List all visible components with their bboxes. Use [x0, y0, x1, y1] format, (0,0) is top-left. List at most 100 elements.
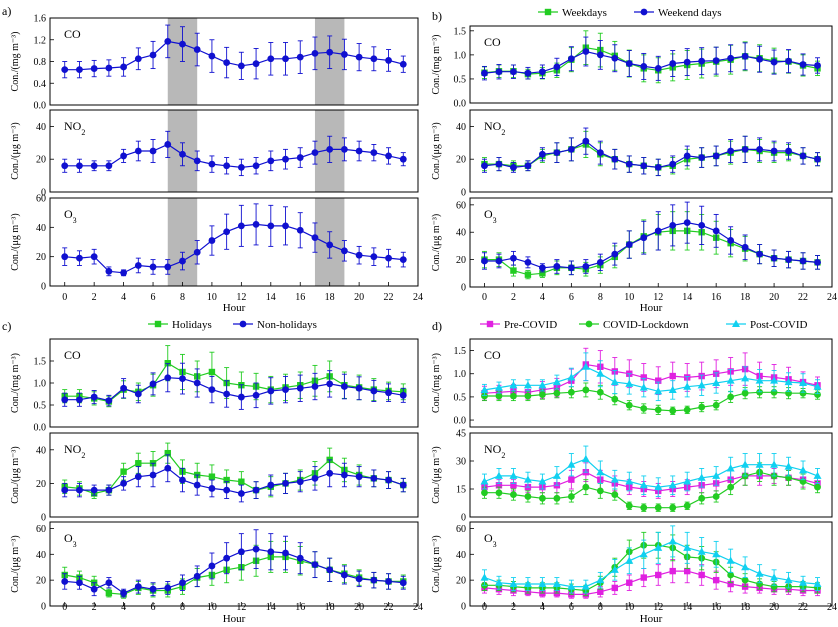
series-line	[484, 389, 818, 412]
data-point	[399, 256, 407, 263]
x-tick-label: 20	[354, 602, 364, 613]
data-point	[193, 157, 201, 165]
y-tick-label: 0	[41, 282, 46, 293]
data-point	[370, 474, 378, 482]
x-tick-label: 0	[62, 602, 67, 613]
series-weekend-days	[481, 127, 821, 177]
data-point	[134, 583, 142, 591]
data-point	[784, 377, 793, 386]
x-tick-label: 24	[413, 602, 423, 613]
data-point	[524, 271, 532, 278]
data-point	[625, 556, 634, 564]
y-tick-label: 1.0	[34, 379, 47, 390]
data-point	[61, 578, 69, 585]
data-point	[684, 567, 691, 575]
data-point	[267, 157, 275, 165]
data-point	[164, 374, 172, 382]
data-point	[698, 571, 705, 579]
data-point	[683, 219, 691, 227]
subplot-co: 0.0 0.5 1.0 1.5 Con./(mg m⁻³) CO	[431, 338, 833, 428]
data-point	[252, 221, 260, 228]
data-point	[481, 257, 488, 265]
x-tick-label: 12	[653, 292, 663, 303]
subplot-no2: 0 20 40 Con./(μg m⁻³) NO2	[10, 109, 419, 199]
data-point	[770, 58, 778, 66]
data-point	[61, 396, 69, 404]
data-point	[296, 478, 304, 486]
data-point	[639, 550, 648, 558]
data-point	[524, 69, 532, 77]
x-tick-label: 10	[207, 292, 217, 303]
y-tick-label: 45	[456, 429, 466, 440]
data-point	[567, 582, 576, 590]
data-point	[326, 241, 334, 249]
data-point	[524, 392, 532, 400]
x-tick-label: 2	[511, 602, 516, 613]
x-tick-label: 8	[598, 602, 603, 613]
data-point	[567, 145, 575, 153]
x-tick-label: 18	[740, 602, 750, 613]
y-axis-label: Con./(μg m⁻³)	[431, 122, 442, 180]
data-point	[654, 387, 663, 395]
data-point	[134, 390, 142, 398]
data-point	[399, 391, 407, 399]
data-point	[683, 502, 691, 510]
y-axis-label: Con./(mg m⁻³)	[10, 353, 21, 413]
pollutant-label: CO	[484, 348, 501, 362]
y-tick-label: 20	[36, 479, 46, 490]
data-point	[756, 55, 763, 63]
series-line	[484, 458, 818, 488]
data-point	[654, 543, 663, 551]
data-point	[223, 162, 231, 170]
data-point	[654, 227, 662, 235]
y-tick-label: 1.5	[454, 346, 467, 357]
data-point	[282, 480, 289, 487]
data-point	[341, 247, 348, 255]
data-point	[134, 147, 142, 155]
x-tick-label: 10	[624, 292, 634, 303]
data-point	[596, 149, 604, 157]
data-point	[326, 566, 334, 574]
data-point	[252, 60, 260, 68]
x-tick-label: 0	[62, 292, 67, 303]
series-line	[484, 230, 818, 276]
x-tick-label: 24	[413, 292, 423, 303]
pollutant-label: NO2	[64, 442, 85, 460]
data-point	[669, 372, 676, 380]
data-point	[208, 52, 216, 60]
panel-label: b)	[432, 9, 442, 23]
data-point	[510, 491, 517, 498]
data-point	[553, 263, 561, 270]
chart-panel-4: d) Pre-COVID COVID-Lockdown Post-COVID0.00.…	[431, 319, 837, 625]
data-point	[480, 385, 489, 393]
data-point	[179, 579, 186, 587]
series-line	[64, 223, 404, 274]
data-point	[755, 460, 764, 468]
series-line	[64, 548, 404, 594]
data-point	[237, 490, 245, 497]
series-weekend-days	[481, 36, 821, 81]
x-tick-label: 22	[384, 602, 394, 613]
plot-frame	[49, 17, 419, 106]
series-line	[484, 50, 818, 74]
data-point	[654, 164, 662, 171]
legend: Pre-COVID COVID-Lockdown Post-COVID	[480, 319, 808, 331]
y-tick-label: 40	[36, 445, 46, 456]
data-point	[669, 567, 676, 575]
data-point	[208, 237, 216, 244]
data-point	[770, 147, 778, 155]
data-point	[727, 147, 735, 155]
series-non-holidays	[61, 362, 407, 410]
x-tick-label: 20	[769, 602, 779, 613]
data-point	[654, 504, 662, 512]
x-tick-label: 8	[180, 602, 185, 613]
data-point	[326, 145, 334, 153]
data-point	[120, 589, 127, 597]
data-point	[727, 571, 735, 579]
data-point	[385, 57, 392, 64]
data-point	[611, 155, 619, 163]
data-point	[385, 152, 392, 160]
